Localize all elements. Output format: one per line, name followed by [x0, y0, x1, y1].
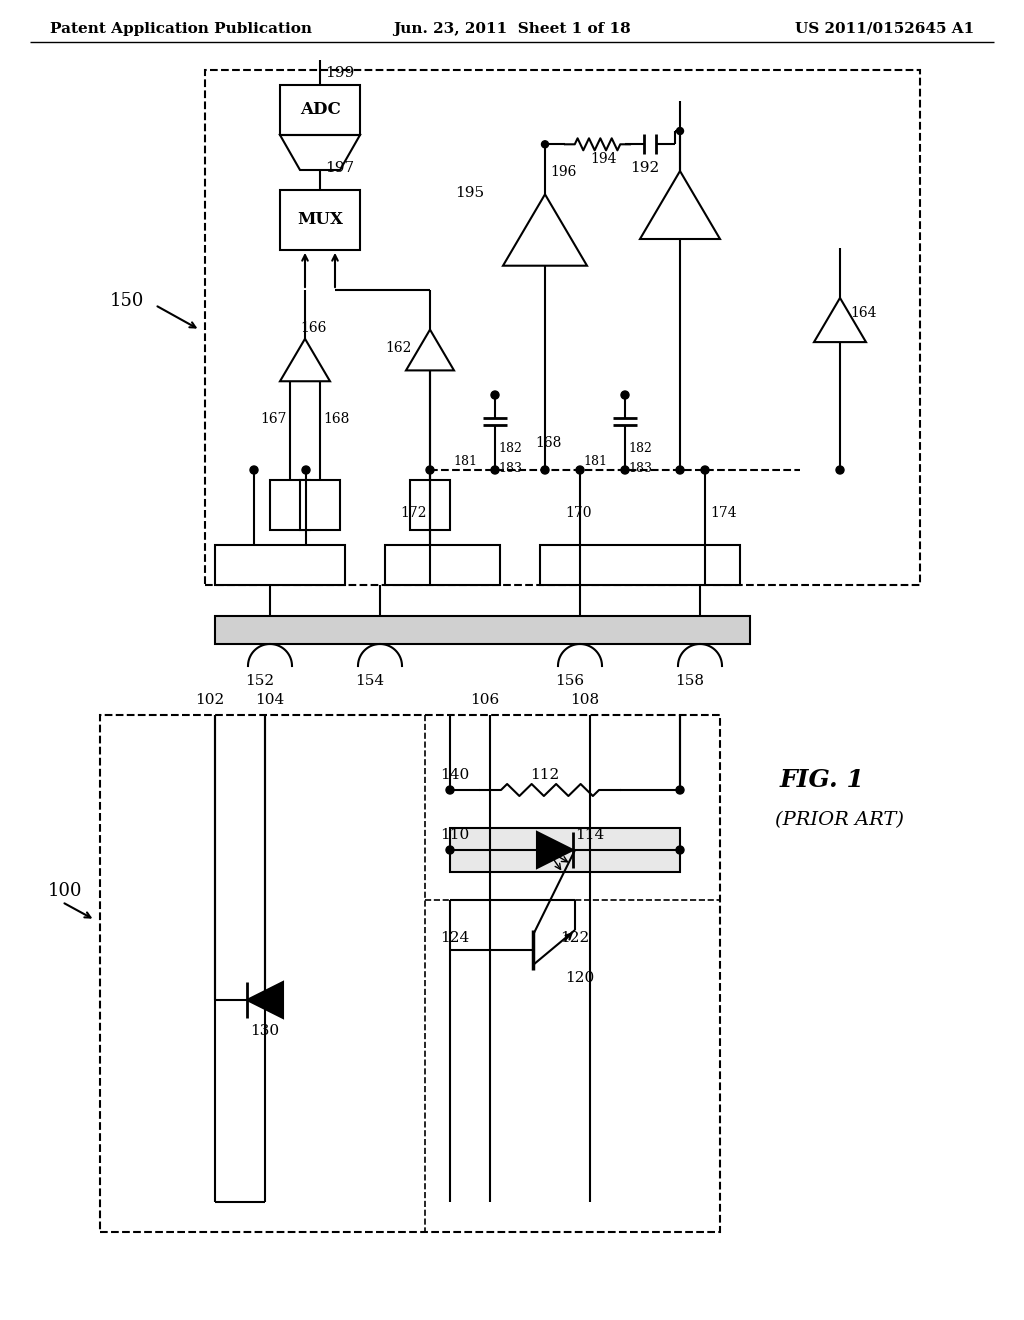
Text: 122: 122 [560, 931, 589, 945]
Text: 170: 170 [565, 506, 592, 520]
Text: 166: 166 [300, 321, 327, 334]
Bar [300, 480, 340, 531]
Text: 195: 195 [455, 186, 484, 201]
Text: 162: 162 [385, 341, 412, 355]
Text: 114: 114 [575, 828, 604, 842]
Circle shape [490, 466, 499, 474]
Circle shape [542, 141, 549, 148]
Bar [215, 616, 750, 644]
Text: 124: 124 [440, 931, 469, 945]
Text: 182: 182 [628, 442, 652, 455]
Circle shape [621, 391, 629, 399]
Circle shape [250, 466, 258, 474]
Circle shape [575, 466, 584, 474]
Text: 182: 182 [498, 442, 522, 455]
Text: 110: 110 [440, 828, 469, 842]
Text: 196: 196 [550, 165, 577, 180]
Circle shape [302, 466, 310, 474]
Text: Jun. 23, 2011  Sheet 1 of 18: Jun. 23, 2011 Sheet 1 of 18 [393, 22, 631, 36]
Bar [205, 70, 920, 585]
Text: 174: 174 [710, 506, 736, 520]
Text: US 2011/0152645 A1: US 2011/0152645 A1 [795, 22, 974, 36]
Circle shape [836, 466, 844, 474]
Text: 181: 181 [583, 455, 607, 469]
Text: 130: 130 [250, 1024, 280, 1038]
Text: 194: 194 [590, 152, 616, 166]
Circle shape [621, 466, 629, 474]
Text: (PRIOR ART): (PRIOR ART) [775, 810, 904, 829]
Polygon shape [247, 982, 283, 1018]
Text: 112: 112 [530, 768, 559, 781]
Circle shape [676, 846, 684, 854]
Text: 158: 158 [675, 675, 705, 688]
Text: 102: 102 [195, 693, 224, 708]
Text: 140: 140 [440, 768, 469, 781]
Text: 199: 199 [325, 66, 354, 81]
Bar [385, 545, 500, 585]
Bar [410, 480, 450, 531]
Circle shape [490, 391, 499, 399]
Circle shape [676, 466, 684, 474]
Bar [280, 190, 360, 249]
Circle shape [541, 466, 549, 474]
Bar [215, 545, 345, 585]
Bar [540, 545, 740, 585]
Text: 197: 197 [325, 161, 354, 176]
Text: 181: 181 [453, 455, 477, 469]
Text: 172: 172 [400, 506, 427, 520]
Text: MUX: MUX [297, 211, 343, 228]
Text: 100: 100 [48, 882, 83, 900]
Circle shape [676, 785, 684, 795]
Text: 108: 108 [570, 693, 599, 708]
Circle shape [677, 128, 683, 135]
Text: 168: 168 [535, 436, 561, 450]
Text: 183: 183 [628, 462, 652, 475]
Polygon shape [537, 832, 573, 869]
Bar [270, 480, 310, 531]
Circle shape [446, 785, 454, 795]
Text: FIG. 1: FIG. 1 [780, 768, 865, 792]
Circle shape [701, 466, 709, 474]
Text: 183: 183 [498, 462, 522, 475]
Text: 152: 152 [245, 675, 274, 688]
Text: 192: 192 [630, 161, 659, 176]
Text: 120: 120 [565, 972, 594, 985]
Text: 104: 104 [255, 693, 285, 708]
Text: 106: 106 [470, 693, 500, 708]
Circle shape [446, 846, 454, 854]
Bar [450, 828, 680, 873]
Text: 150: 150 [110, 292, 144, 310]
Text: 168: 168 [323, 412, 349, 426]
Circle shape [426, 466, 434, 474]
Text: 164: 164 [850, 306, 877, 319]
Bar [100, 715, 720, 1232]
Text: 154: 154 [355, 675, 384, 688]
Text: Patent Application Publication: Patent Application Publication [50, 22, 312, 36]
Text: ADC: ADC [300, 102, 340, 119]
Text: 156: 156 [555, 675, 584, 688]
Text: 167: 167 [260, 412, 287, 426]
Bar [280, 84, 360, 135]
